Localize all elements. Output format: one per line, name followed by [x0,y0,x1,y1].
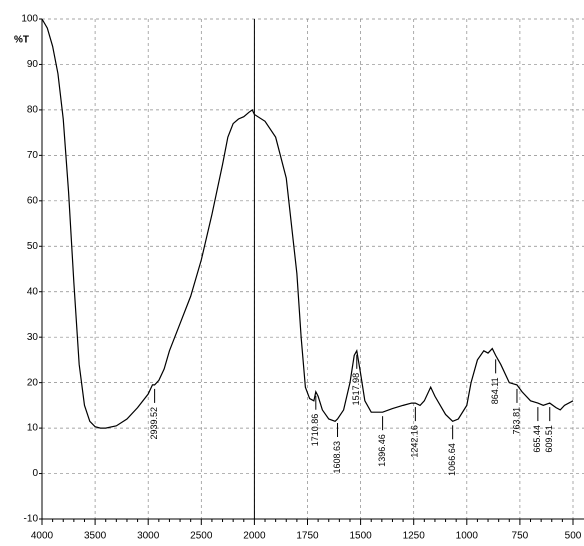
y-tick-label: 80 [27,105,39,116]
x-tick-label: 750 [512,531,529,542]
x-tick-label: 3500 [84,531,107,542]
peak-label: 1066.64 [447,443,457,476]
x-tick-label: 1500 [349,531,372,542]
y-tick-label: 70 [27,150,39,161]
y-tick-label: 90 [27,59,39,70]
peak-label: 1710.86 [310,414,320,447]
peak-label: 864.11 [490,377,500,404]
y-tick-label: 0 [32,468,38,479]
y-tick-label: -10 [24,514,39,525]
y-tick-label: 20 [27,377,39,388]
peak-label: 665.44 [532,425,542,453]
x-tick-label: 3000 [137,531,160,542]
spectrum-line [41,18,574,429]
x-tick-label: 1750 [296,531,319,542]
peak-label: 1396.46 [377,434,387,467]
y-tick-label: 50 [27,241,39,252]
y-axis-label: %T [14,35,29,46]
x-tick-label: 4000 [31,531,54,542]
peak-label: 1608.63 [332,441,342,474]
peak-label: 763.81 [511,407,521,435]
peak-label: 1242.16 [410,425,420,458]
y-tick-label: 60 [27,195,39,206]
peak-label: 609.51 [544,425,554,453]
y-tick-label: 100 [21,14,38,25]
x-tick-label: 2500 [190,531,213,542]
y-tick-label: 10 [27,423,39,434]
x-tick-label: 1250 [403,531,426,542]
x-tick-label: 2000 [243,531,266,542]
x-tick-label: 500 [565,531,582,542]
y-tick-label: 40 [27,286,39,297]
y-tick-label: 30 [27,332,39,343]
peak-label: 2939.52 [149,407,159,440]
peak-label: 1517.98 [351,373,361,406]
x-tick-label: 1000 [456,531,479,542]
